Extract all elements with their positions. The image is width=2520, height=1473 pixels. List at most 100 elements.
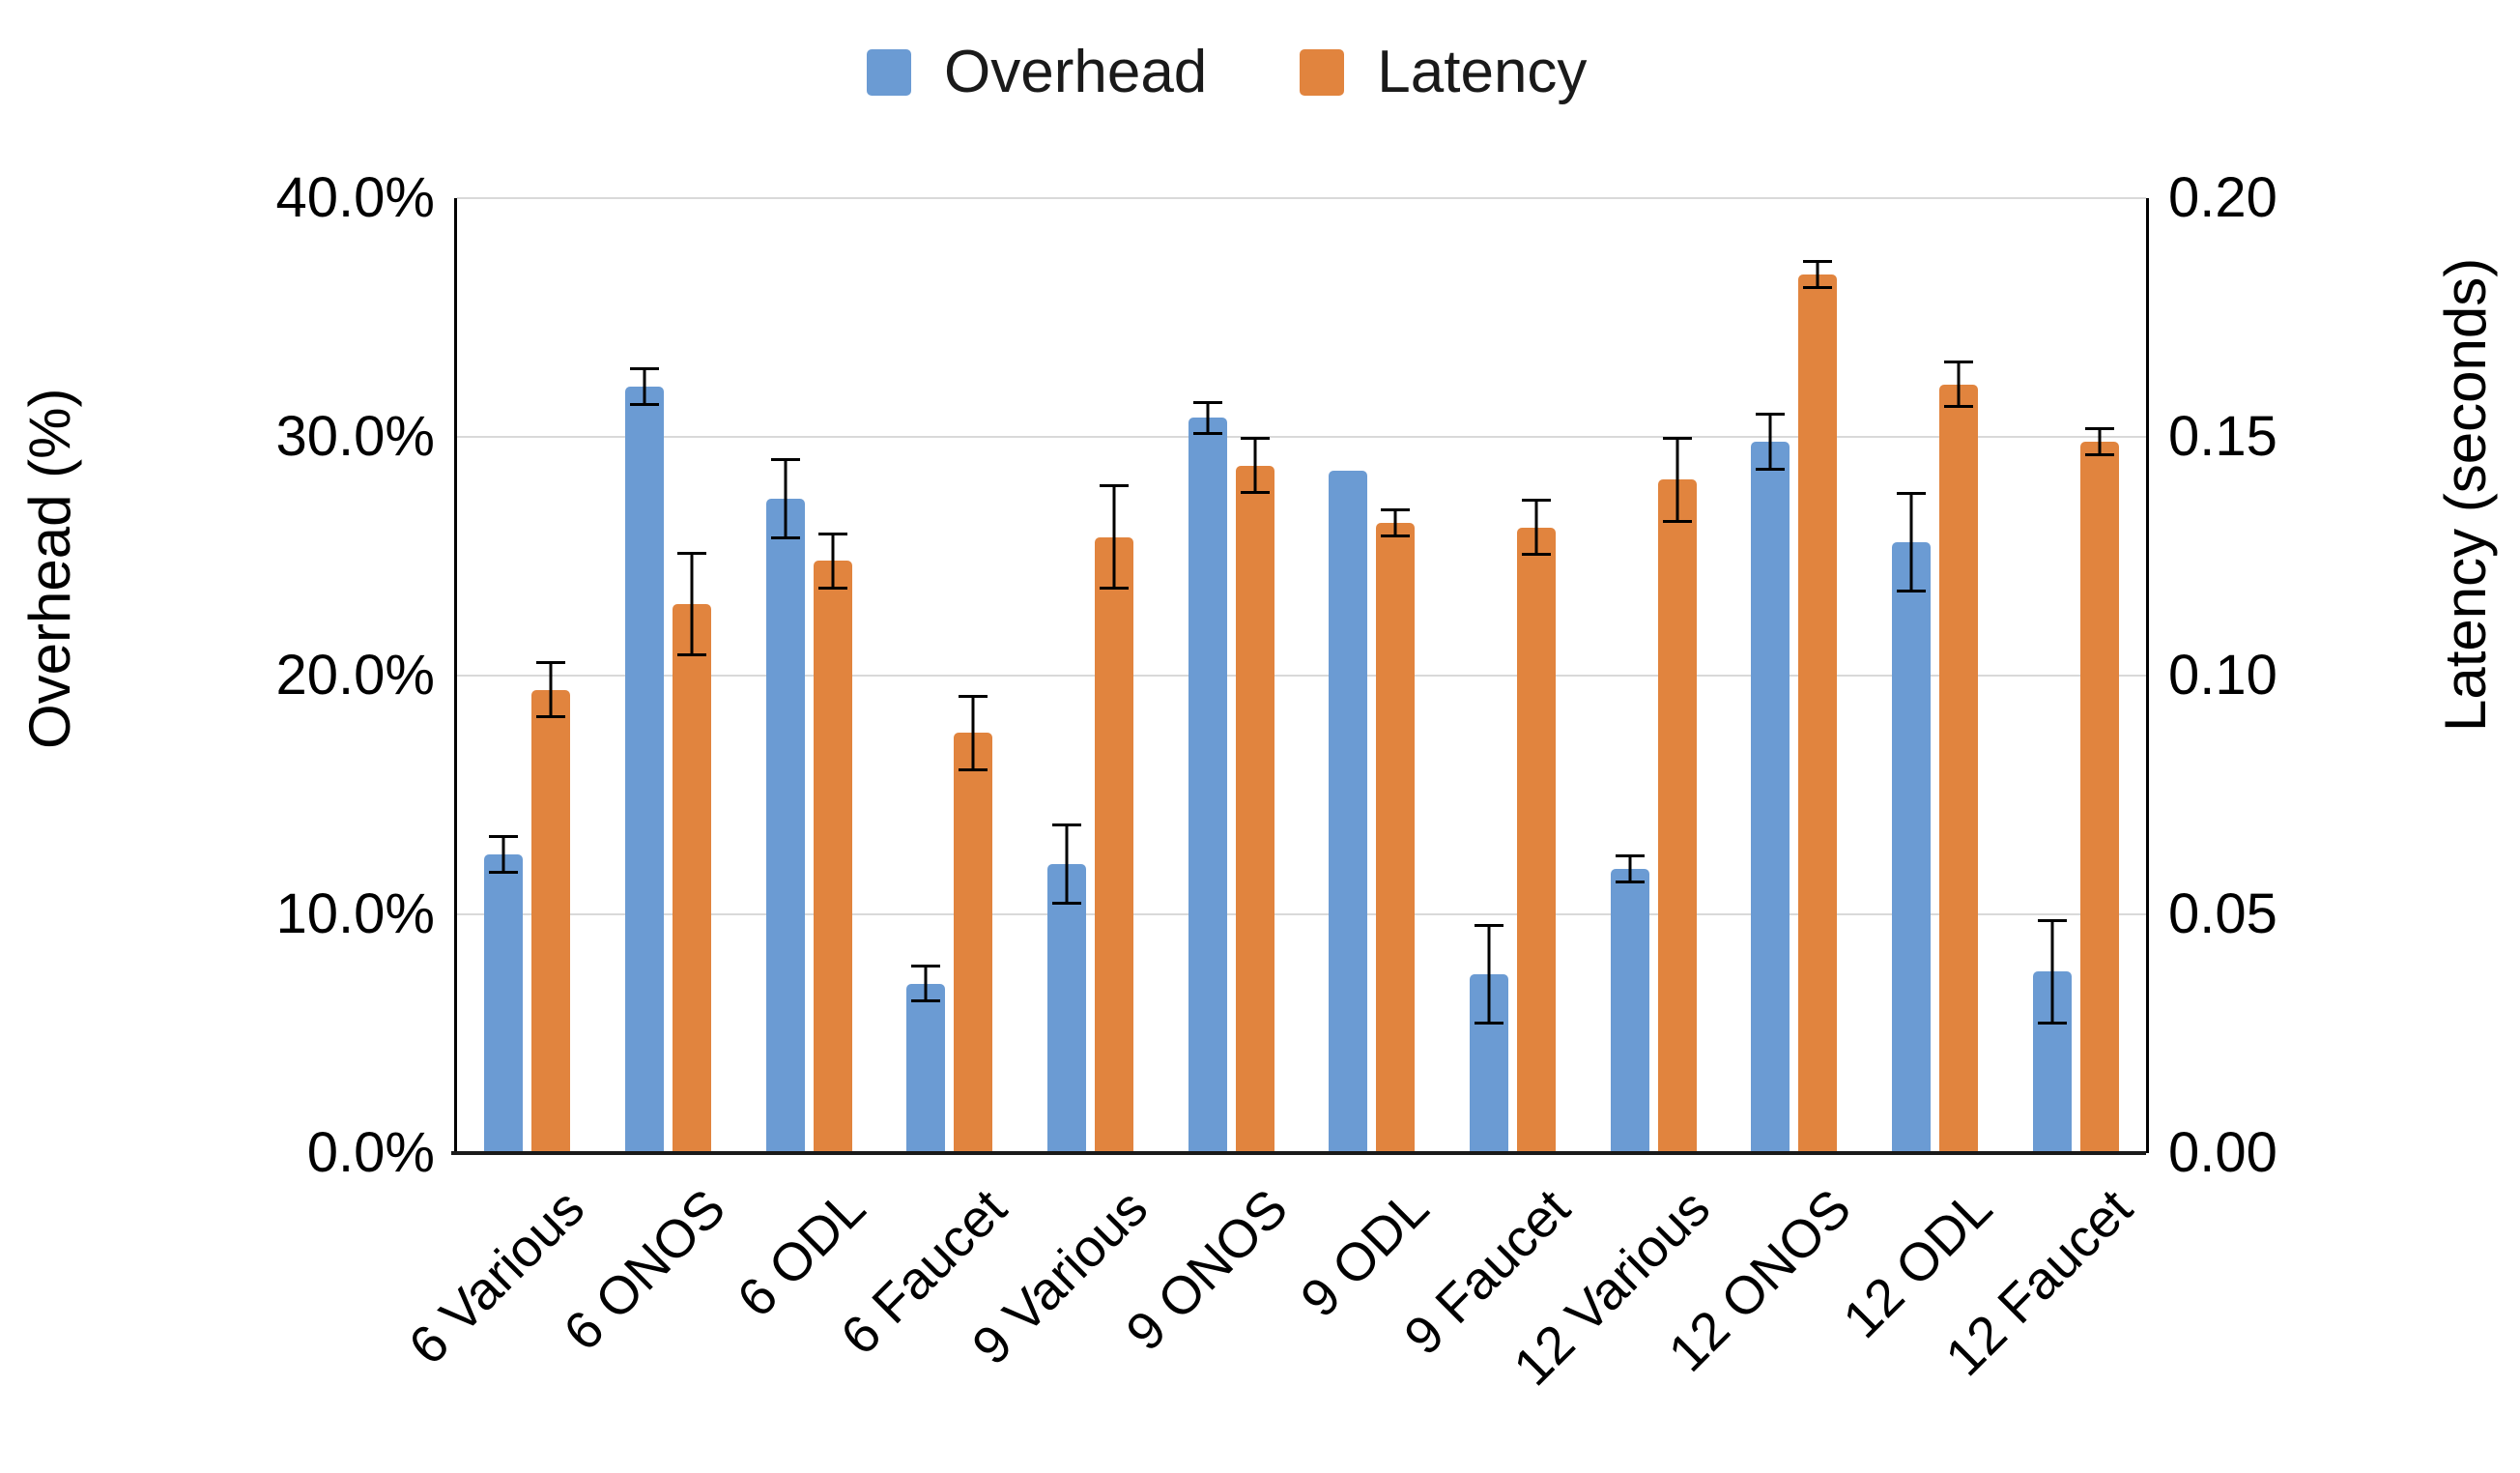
error-bar-part xyxy=(677,551,706,555)
error-bar-part xyxy=(1393,508,1397,537)
error-bar-part xyxy=(971,694,975,771)
error-bar-part xyxy=(2050,918,2054,1025)
legend-item-overhead: Overhead xyxy=(867,43,1207,102)
error-bar-part xyxy=(549,661,553,719)
error-bar xyxy=(1188,400,1227,435)
overhead-bar-6-onos xyxy=(625,387,664,1153)
error-bar-part xyxy=(1756,467,1786,471)
left-axis-tick-label: 40.0% xyxy=(275,166,435,229)
error-bar-part xyxy=(1052,823,1081,827)
overhead-bar-9-odl xyxy=(1329,470,1368,1153)
overhead-bar-12-various xyxy=(1610,869,1649,1153)
right-axis-tick-label: 0.05 xyxy=(2168,882,2277,945)
error-bar-part xyxy=(911,999,941,1003)
right-axis-tick-label: 0.10 xyxy=(2168,644,2277,707)
error-bar-part xyxy=(1957,360,1961,409)
legend-label-latency: Latency xyxy=(1377,39,1588,105)
x-axis-label-6-various: 6 Various xyxy=(396,1177,595,1376)
overhead-bar-12-onos xyxy=(1751,441,1790,1153)
error-bar-part xyxy=(911,964,941,968)
error-bar xyxy=(484,835,523,874)
error-bar xyxy=(1047,823,1086,906)
error-bar xyxy=(1470,923,1508,1025)
error-bar xyxy=(2080,427,2119,456)
error-bar-part xyxy=(1381,508,1411,512)
error-bar xyxy=(906,964,945,1003)
latency-bar-6-faucet xyxy=(954,733,993,1153)
error-bar-part xyxy=(2084,452,2114,456)
error-bar xyxy=(954,694,992,771)
error-bar-part xyxy=(1944,360,1973,363)
error-bar-part xyxy=(1675,437,1679,523)
latency-bar-12-various xyxy=(1657,479,1697,1153)
error-bar-part xyxy=(770,458,800,462)
error-bar-part xyxy=(770,536,800,540)
error-bar-part xyxy=(1803,260,1833,264)
error-bar-part xyxy=(690,551,694,657)
latency-bar-6-various xyxy=(531,689,571,1153)
error-bar-part xyxy=(1487,923,1491,1025)
error-bar xyxy=(625,367,664,406)
error-bar xyxy=(766,458,805,540)
left-axis-tick-label: 20.0% xyxy=(275,644,435,707)
error-bar-part xyxy=(1253,437,1257,495)
error-bar-part xyxy=(1628,854,1632,883)
latency-bar-9-faucet xyxy=(1517,527,1556,1153)
x-axis-line xyxy=(451,1151,2146,1155)
error-bar-part xyxy=(630,402,659,406)
gridline xyxy=(457,197,2146,199)
error-bar-part xyxy=(1768,413,1772,471)
latency-bar-9-onos xyxy=(1235,465,1274,1153)
error-bar-part xyxy=(501,835,505,874)
error-bar-part xyxy=(630,367,659,371)
latency-bar-6-odl xyxy=(813,561,852,1153)
overhead-bar-12-odl xyxy=(1892,541,1931,1153)
error-bar xyxy=(1939,360,1978,409)
error-bar-part xyxy=(1475,923,1503,927)
error-bar xyxy=(1611,854,1649,883)
overhead-bar-6-faucet xyxy=(906,983,946,1153)
error-bar-part xyxy=(1615,880,1645,883)
error-bar-part xyxy=(1240,437,1270,440)
error-bar-part xyxy=(1756,413,1786,417)
overhead-swatch-icon xyxy=(867,49,911,96)
latency-bar-9-various xyxy=(1095,536,1133,1153)
error-bar-part xyxy=(1381,534,1411,537)
error-bar-part xyxy=(1944,405,1973,409)
error-bar-part xyxy=(1522,499,1551,503)
left-axis-tick-label: 10.0% xyxy=(275,882,435,945)
error-bar-part xyxy=(489,835,519,839)
error-bar xyxy=(531,661,570,719)
error-bar-part xyxy=(924,964,928,1003)
error-bar-part xyxy=(817,587,847,591)
latency-swatch-icon xyxy=(1300,49,1345,96)
error-bar-part xyxy=(2084,427,2114,431)
error-bar-part xyxy=(489,871,519,874)
overhead-bar-9-various xyxy=(1047,864,1086,1153)
overhead-bar-6-various xyxy=(484,854,524,1153)
error-bar-part xyxy=(831,532,835,591)
error-bar xyxy=(2033,918,2072,1025)
legend-item-latency: Latency xyxy=(1300,43,1587,102)
error-bar xyxy=(814,532,852,591)
error-bar-part xyxy=(817,532,847,535)
error-bar-part xyxy=(1052,902,1081,906)
error-bar xyxy=(1236,437,1274,495)
gridline xyxy=(457,436,2146,438)
latency-bar-6-onos xyxy=(673,603,711,1153)
latency-bar-12-faucet xyxy=(2079,441,2119,1153)
gridline xyxy=(457,913,2146,915)
latency-bar-12-odl xyxy=(1939,384,1978,1153)
error-bar xyxy=(1095,484,1133,591)
error-bar-part xyxy=(1192,400,1222,404)
error-bar-part xyxy=(536,661,566,665)
right-axis-tick-label: 0.00 xyxy=(2168,1121,2277,1184)
error-bar-part xyxy=(1100,587,1129,591)
legend-label-overhead: Overhead xyxy=(944,39,1208,105)
left-axis-tick-label: 0.0% xyxy=(306,1121,435,1184)
error-bar-part xyxy=(1803,285,1833,289)
error-bar-part xyxy=(1662,519,1692,523)
error-bar-part xyxy=(1065,823,1069,906)
plot-area xyxy=(454,197,2149,1153)
